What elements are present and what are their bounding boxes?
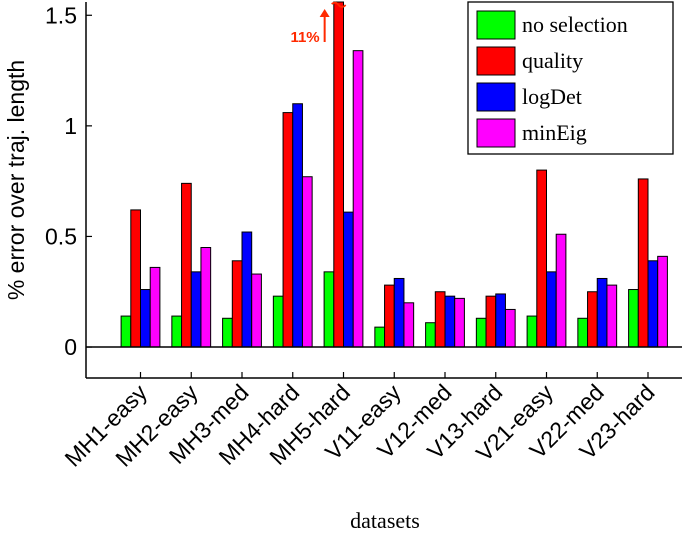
bar-no-selection-MH2-easy <box>171 315 183 348</box>
bars-group <box>120 1 668 348</box>
bar-logDet-MH5-hard <box>343 211 354 348</box>
x-axis-label: datasets <box>350 508 420 533</box>
legend: no selection quality logDet minEig <box>467 1 674 155</box>
legend-label-minEig: minEig <box>522 120 587 145</box>
bar-logDet-MH4-hard <box>292 103 303 348</box>
bar-logDet-MH2-easy <box>190 271 202 348</box>
bar-no-selection-MH1-easy <box>120 315 132 348</box>
bar-minEig-MH1-easy <box>149 266 161 348</box>
bar-minEig-MH3-med <box>251 273 262 348</box>
bar-minEig-V23-hard <box>657 255 668 348</box>
legend-label-no-selection: no selection <box>522 12 628 37</box>
bar-logDet-V23-hard <box>647 260 659 348</box>
annotation-label: 11% <box>290 29 319 46</box>
bar-logDet-V13-hard <box>495 293 506 348</box>
legend-swatch-quality <box>476 46 516 76</box>
legend-swatch-no-selection <box>476 10 516 40</box>
bar-no-selection-MH3-med <box>222 317 233 348</box>
y-tick-label: 0.5 <box>45 223 77 249</box>
bar-no-selection-V22-med <box>577 317 589 348</box>
bar-minEig-V21-easy <box>555 233 567 348</box>
bar-no-selection-V23-hard <box>628 289 639 348</box>
bar-logDet-V12-med <box>444 295 456 348</box>
y-axis-label: % error over traj. length <box>3 60 29 300</box>
bar-no-selection-MH5-hard <box>323 271 335 348</box>
bar-minEig-V11-easy <box>403 302 415 348</box>
bar-no-selection-MH4-hard <box>272 295 284 348</box>
bar-logDet-MH1-easy <box>140 289 151 348</box>
break-mark-icon <box>331 1 347 8</box>
bar-minEig-V22-med <box>606 284 618 348</box>
bar-no-selection-V13-hard <box>475 317 487 348</box>
bar-logDet-MH3-med <box>241 231 253 348</box>
legend-swatch-minEig <box>476 118 516 148</box>
bar-quality-MH4-hard <box>282 112 294 348</box>
bar-quality-V23-hard <box>637 178 649 348</box>
bar-quality-MH2-easy <box>181 182 192 348</box>
bar-quality-V21-easy <box>536 169 547 348</box>
bar-minEig-MH5-hard <box>352 50 364 348</box>
bar-logDet-V21-easy <box>546 271 557 348</box>
bar-quality-MH5-hard <box>333 1 344 348</box>
bar-minEig-MH4-hard <box>301 176 313 348</box>
bar-minEig-MH2-easy <box>200 247 212 348</box>
overflow-annotation: 11% <box>290 1 347 46</box>
bar-no-selection-V11-easy <box>374 326 386 348</box>
x-ticks-group: MH1-easyMH2-easyMH3-medMH4-hardMH5-hardV… <box>60 372 660 472</box>
bar-minEig-V13-hard <box>504 308 516 348</box>
legend-label-logDet: logDet <box>522 84 582 109</box>
bar-minEig-V12-med <box>454 297 465 348</box>
bar-quality-MH1-easy <box>130 209 142 348</box>
bar-quality-V12-med <box>434 291 446 348</box>
bar-no-selection-V12-med <box>425 322 436 348</box>
legend-swatch-logDet <box>476 82 516 112</box>
bar-quality-V22-med <box>587 291 598 348</box>
bar-logDet-V11-easy <box>393 277 405 348</box>
bar-quality-V13-hard <box>485 295 497 348</box>
bar-quality-MH3-med <box>231 260 243 348</box>
bar-quality-V11-easy <box>384 284 395 348</box>
axes-group <box>85 2 682 379</box>
y-tick-label: 1 <box>64 113 77 139</box>
legend-label-quality: quality <box>522 48 583 73</box>
y-ticks-group: 0 0.5 1 1.5 <box>45 2 92 360</box>
bar-no-selection-V21-easy <box>526 315 538 348</box>
y-tick-label: 0 <box>64 334 77 360</box>
bar-logDet-V22-med <box>596 277 608 348</box>
y-tick-label: 1.5 <box>45 2 77 28</box>
arrow-up-icon <box>319 9 330 17</box>
